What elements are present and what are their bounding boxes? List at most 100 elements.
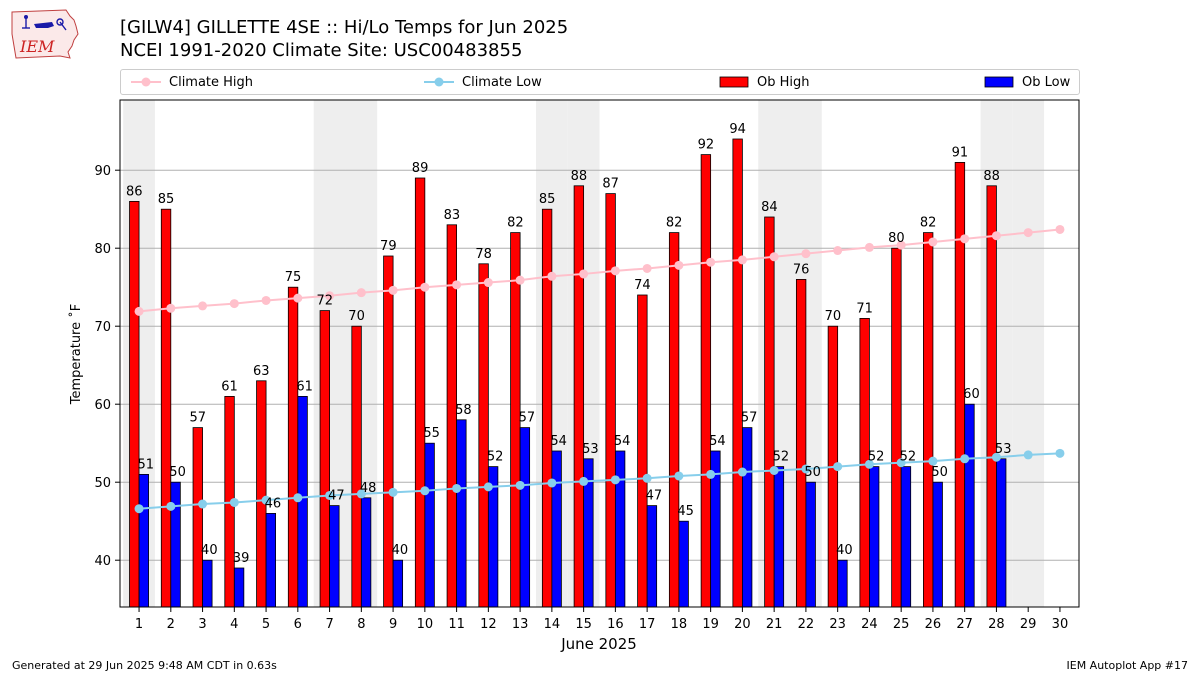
climate-high-point (293, 293, 303, 303)
ob-high-label: 88 (571, 169, 588, 184)
climate-low-point (261, 495, 271, 505)
chart-title: [GILW4] GILLETTE 4SE :: Hi/Lo Temps for … (120, 17, 569, 38)
ob-high-label: 88 (983, 169, 1000, 184)
climate-high-point (737, 255, 747, 265)
ob-high-bar (573, 185, 585, 608)
ob-high-label: 74 (634, 278, 651, 293)
climate-high-point (452, 280, 462, 290)
x-tick-label: 25 (893, 617, 910, 632)
ob-low-bar (329, 505, 340, 608)
climate-high-point (229, 299, 239, 309)
x-axis-label: June 2025 (560, 635, 637, 653)
ob-high-bar (637, 294, 648, 608)
climate-low-point (356, 489, 366, 499)
footer-generated: Generated at 29 Jun 2025 9:48 AM CDT in … (12, 659, 277, 672)
ob-high-label: 61 (221, 379, 238, 394)
ob-low-label: 52 (900, 450, 917, 465)
climate-low-point (452, 483, 462, 493)
ob-low-bar (265, 513, 276, 608)
ob-high-label: 82 (666, 216, 683, 231)
ob-high-bar (795, 278, 807, 608)
climate-low-point (642, 473, 652, 483)
climate-low-point (896, 458, 906, 468)
x-tick-label: 4 (230, 617, 238, 632)
ob-low-bar (996, 458, 1007, 608)
ob-high-bar (700, 154, 712, 608)
ob-low-label: 40 (201, 543, 218, 558)
climate-high-point (134, 306, 144, 316)
ob-low-label: 51 (138, 457, 155, 472)
ob-low-label: 60 (963, 387, 980, 402)
ob-low-bar (932, 481, 943, 608)
climate-high-point (801, 249, 811, 259)
ob-low-bar (519, 427, 531, 608)
climate-high-point (769, 252, 779, 262)
ob-high-bar (954, 161, 966, 608)
ob-low-label: 50 (804, 465, 821, 480)
legend-climate-high: Climate High (131, 70, 253, 94)
ob-high-label: 92 (698, 138, 715, 153)
x-tick-label: 18 (671, 617, 688, 632)
ob-low-label: 45 (677, 504, 694, 519)
ob-low-bar (964, 403, 975, 608)
ob-low-bar (869, 466, 880, 608)
climate-low-point (674, 471, 684, 481)
climate-low-point (547, 478, 557, 488)
x-tick-label: 3 (198, 617, 206, 632)
y-tick-label: 40 (94, 554, 111, 569)
ob-low-label: 54 (709, 434, 726, 449)
climate-low-point (229, 497, 239, 507)
x-tick-label: 6 (294, 617, 302, 632)
climate-high-point (325, 291, 335, 301)
ob-high-label: 87 (602, 177, 619, 192)
climate-low-point (864, 459, 874, 469)
ob-low-label: 57 (519, 411, 536, 426)
ob-high-bar (160, 208, 172, 608)
ob-high-label: 91 (952, 145, 969, 160)
ob-low-bar (900, 466, 912, 608)
climate-low-point (579, 476, 589, 486)
ob-high-bar (414, 177, 426, 608)
climate-low-point (737, 467, 747, 477)
ob-low-bar (360, 497, 372, 608)
ob-low-label: 50 (931, 465, 948, 480)
ob-low-bar (646, 505, 658, 608)
climate-high-point (198, 301, 208, 311)
x-tick-label: 14 (544, 617, 561, 632)
x-tick-label: 1 (135, 617, 143, 632)
x-tick-label: 7 (325, 617, 333, 632)
x-tick-label: 27 (956, 617, 973, 632)
climate-low-point (610, 475, 620, 485)
ob-low-bar (233, 567, 245, 608)
climate-high-line (138, 228, 1061, 313)
ob-high-label: 70 (348, 309, 365, 324)
ob-high-label: 85 (539, 192, 556, 207)
ob-high-label: 84 (761, 200, 778, 215)
climate-low-line (138, 452, 1060, 510)
climate-low-point (1023, 450, 1033, 460)
legend-climate-low: Climate Low (424, 70, 542, 94)
x-tick-label: 22 (798, 617, 815, 632)
x-tick-label: 24 (861, 617, 878, 632)
climate-low-point (928, 456, 938, 466)
climate-low-point (833, 462, 843, 472)
ob-high-label: 63 (253, 364, 270, 379)
ob-high-label: 75 (285, 270, 302, 285)
climate-high-point (420, 282, 430, 292)
ob-low-bar (551, 450, 562, 608)
ob-high-label: 89 (412, 161, 429, 176)
x-tick-label: 19 (702, 617, 719, 632)
climate-low-point (515, 480, 525, 490)
ob-low-label: 54 (614, 434, 631, 449)
ob-low-bar (456, 419, 467, 608)
ob-high-bar (668, 232, 680, 608)
climate-low-point (1055, 448, 1065, 458)
ob-high-label: 76 (793, 262, 810, 277)
climate-high-point (610, 266, 620, 276)
x-tick-label: 20 (734, 617, 751, 632)
ob-high-bar (478, 263, 489, 608)
climate-high-point (547, 271, 557, 281)
x-tick-label: 8 (357, 617, 365, 632)
climate-high-point (515, 275, 525, 285)
